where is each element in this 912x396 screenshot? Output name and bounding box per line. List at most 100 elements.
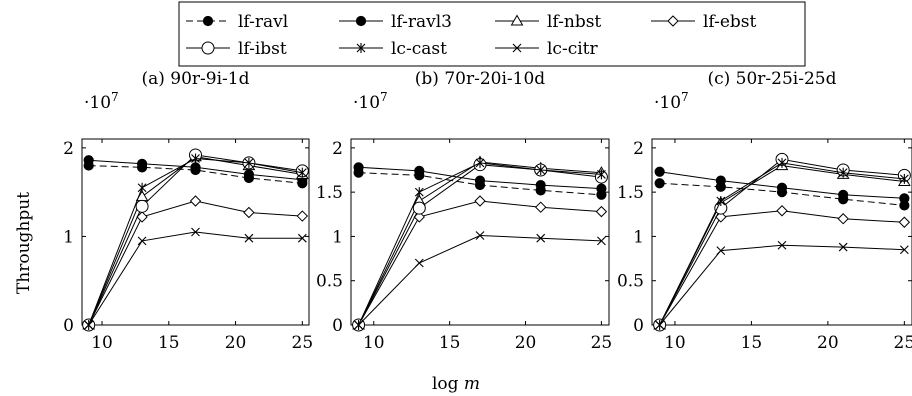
- point-lf-ebst: [837, 213, 849, 225]
- point-lc-citr: [244, 233, 254, 243]
- series-lc-citr: [84, 227, 307, 330]
- legend-marker-lf-ebst: [667, 15, 679, 27]
- x-tick-label: 15: [439, 333, 461, 353]
- y-tick-label: 1.5: [617, 183, 644, 203]
- point-lf-ravl3: [136, 158, 148, 169]
- point-lf-ravl3: [596, 183, 607, 194]
- point-lf-ebst: [243, 206, 255, 219]
- plot-frame: [81, 138, 310, 326]
- x-tick-label: 25: [292, 333, 314, 353]
- subplot-1: (a) 90r-9i-1d ·107 10 15 20 25 0 1 2: [63, 69, 313, 353]
- point-lc-citr: [137, 236, 147, 246]
- y-tick-label: 0: [633, 316, 644, 336]
- point-lf-ravl3: [715, 175, 726, 186]
- point-lc-citr: [475, 231, 485, 240]
- series-lc-citr: [354, 231, 606, 330]
- point-lf-ravl3: [243, 169, 255, 180]
- legend-label-lf-ebst: lf-ebst: [703, 12, 757, 32]
- x-tick-label: 10: [363, 333, 385, 353]
- x-tick-label: 15: [158, 333, 180, 353]
- series-lc-citr: [655, 240, 909, 330]
- point-lc-cast: [191, 153, 200, 164]
- point-lf-ebst: [136, 211, 148, 223]
- series-line-lc-citr: [659, 244, 905, 326]
- legend-marker-lf-nbst: [510, 14, 524, 26]
- subplot-title: (b) 70r-20i-10d: [415, 69, 545, 89]
- point-lf-ravl3: [776, 182, 788, 193]
- point-lf-ebst: [474, 195, 486, 207]
- point-lf-ravl3: [838, 189, 849, 200]
- y-scale-label: ·107: [84, 90, 119, 113]
- series-lf-ravl3: [83, 155, 308, 185]
- series-lf-ibst: [82, 148, 309, 332]
- point-lf-ebst: [595, 205, 608, 218]
- point-lf-ravl3: [83, 155, 94, 166]
- point-lf-ravl3: [535, 179, 546, 191]
- y-tick-label: 1: [332, 227, 343, 247]
- series-lf-ebst: [653, 205, 911, 331]
- point-lc-cast: [475, 157, 485, 168]
- series-lf-ravl3: [654, 166, 910, 204]
- point-lf-ravl3: [190, 162, 201, 173]
- point-lc-citr: [838, 242, 848, 252]
- point-lf-ebst: [898, 216, 911, 228]
- series-line-lc-citr: [88, 231, 303, 326]
- point-lc-cast: [838, 167, 848, 178]
- series-line-lf-ebst: [88, 200, 303, 326]
- legend-label-lf-ravl: lf-ravl: [238, 12, 288, 32]
- point-lc-citr: [716, 246, 726, 255]
- y-tick-label: 1: [633, 227, 644, 247]
- y-tick-label: 2: [332, 139, 343, 159]
- y-tick-label: 0.5: [316, 272, 343, 292]
- point-lc-citr: [297, 233, 307, 243]
- y-scale-label: ·107: [353, 90, 388, 113]
- point-lf-ebst: [776, 205, 788, 217]
- point-lc-cast: [899, 173, 909, 184]
- y-axis-label: Throughput: [14, 192, 34, 294]
- x-tick-label: 20: [817, 333, 839, 353]
- legend-marker-lf-ravl3: [355, 15, 367, 27]
- subplot-title: (c) 50r-25i-25d: [707, 69, 836, 89]
- y-tick-label: 0.5: [617, 272, 644, 292]
- series-lc-cast: [655, 157, 909, 330]
- point-lf-ebst: [189, 195, 202, 207]
- point-lc-citr: [899, 245, 909, 255]
- x-tick-label: 20: [225, 333, 247, 353]
- x-tick-label: 10: [91, 333, 113, 353]
- point-lc-citr: [655, 320, 665, 330]
- x-tick-label: 25: [894, 333, 912, 353]
- legend-label-lc-cast: lc-cast: [391, 39, 447, 59]
- point-lf-ibst: [412, 201, 426, 215]
- point-lc-cast: [597, 169, 606, 180]
- y-tick-label: 0: [63, 316, 74, 336]
- point-lc-cast: [137, 182, 147, 193]
- y-tick-label: 2: [633, 139, 644, 159]
- series-line-lf-ravl: [88, 165, 303, 184]
- legend-label-lf-ravl3: lf-ravl3: [391, 12, 452, 32]
- series-lf-nbst: [82, 150, 309, 330]
- series-line-lc-cast: [88, 157, 303, 326]
- point-lc-citr: [354, 320, 363, 330]
- legend-marker-lc-cast: [356, 43, 366, 53]
- point-lc-cast: [414, 187, 424, 198]
- point-lc-cast: [536, 165, 546, 175]
- y-tick-label: 2: [63, 139, 74, 159]
- point-lc-citr: [84, 320, 94, 330]
- legend-marker-lf-ravl: [202, 15, 214, 27]
- point-lf-ravl3: [414, 165, 425, 176]
- series-lf-ebst: [352, 195, 608, 331]
- point-lf-ebst: [296, 210, 309, 222]
- series-lf-ravl3: [353, 162, 607, 194]
- point-lc-citr: [597, 236, 606, 246]
- point-lc-citr: [777, 240, 787, 250]
- x-tick-label: 20: [515, 333, 537, 353]
- point-lf-ebst: [534, 201, 547, 213]
- subplot-3: (c) 50r-25i-25d ·107 10 15 20 25 0 0.5 1 1.5 2: [617, 69, 912, 353]
- x-tick-label: 15: [741, 333, 763, 353]
- series-line-lf-nbst: [88, 156, 303, 326]
- legend-label-lc-citr: lc-citr: [547, 39, 598, 59]
- x-axis-label: log m: [432, 374, 480, 394]
- y-tick-label: 1: [63, 227, 74, 247]
